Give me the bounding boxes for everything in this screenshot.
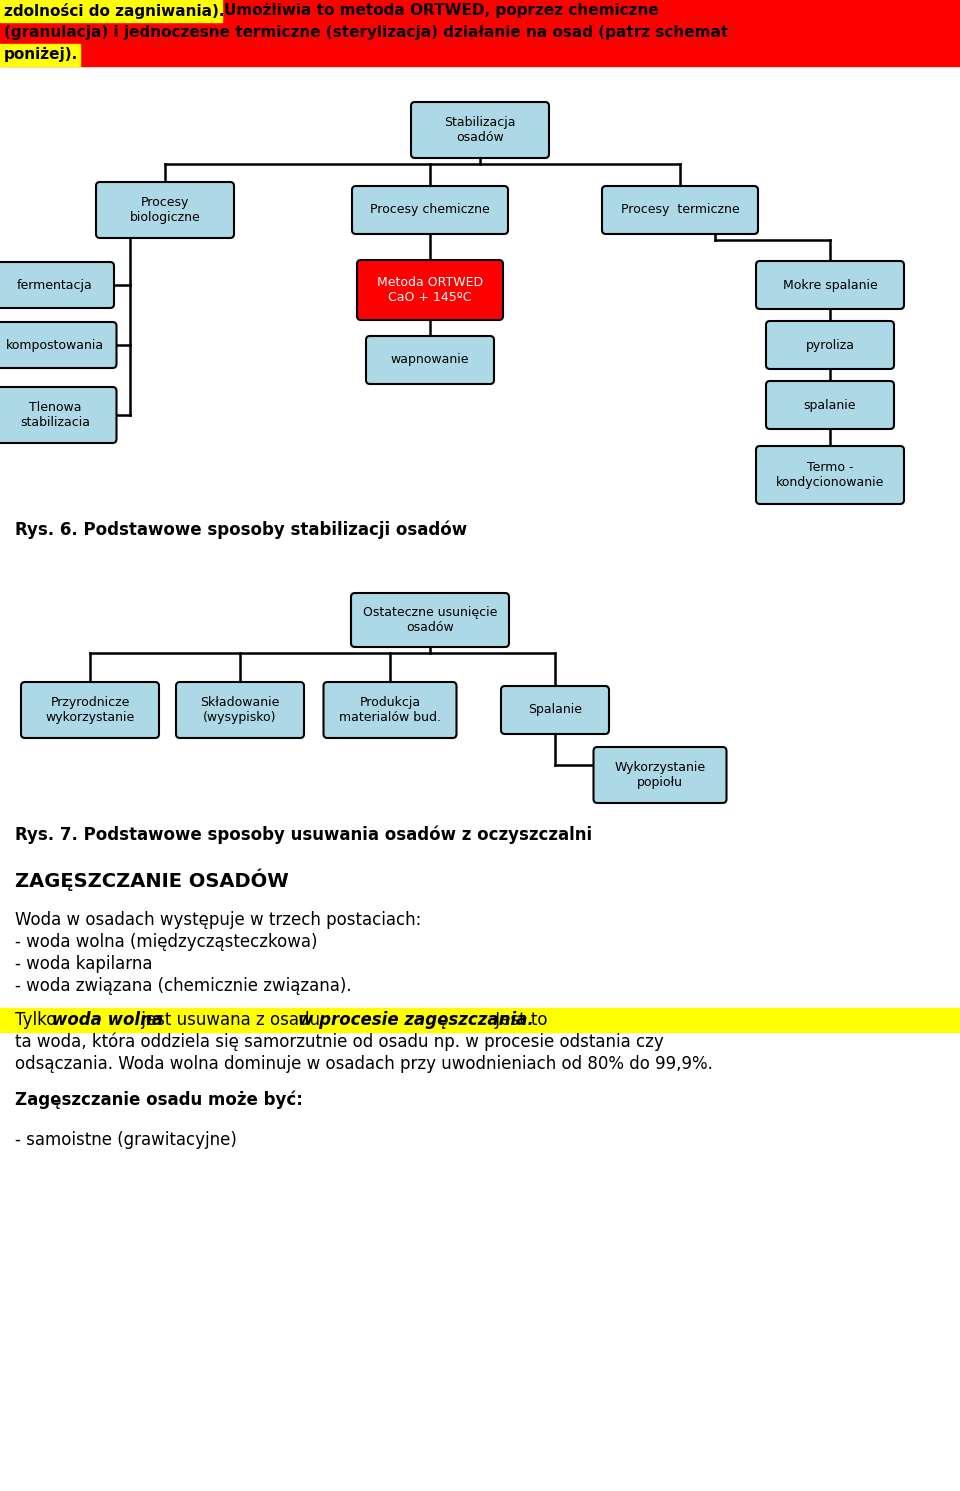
FancyBboxPatch shape [501,686,609,734]
Text: ZAGĘSZCZANIE OSADÓW: ZAGĘSZCZANIE OSADÓW [15,869,289,892]
Text: pyroliza: pyroliza [805,338,854,352]
Text: Procesy
biologiczne: Procesy biologiczne [130,195,201,224]
Text: w procesie zagęszczania.: w procesie zagęszczania. [298,1011,534,1029]
FancyBboxPatch shape [766,321,894,368]
FancyBboxPatch shape [324,681,457,738]
Text: wapnowanie: wapnowanie [391,353,469,367]
FancyBboxPatch shape [96,182,234,239]
Text: - samoistne (grawitacyjne): - samoistne (grawitacyjne) [15,1132,237,1150]
FancyBboxPatch shape [602,186,758,234]
Text: Jest to: Jest to [490,1011,547,1029]
Bar [0,0,960,66]
Text: zdolności do zagniwania).: zdolności do zagniwania). [4,3,229,19]
Text: Produkcja
materialów bud.: Produkcja materialów bud. [339,696,441,725]
Text: Przyrodnicze
wykorzystanie: Przyrodnicze wykorzystanie [45,696,134,725]
Text: odsączania. Woda wolna dominuje w osadach przy uwodnieniach od 80% do 99,9%.: odsączania. Woda wolna dominuje w osadac… [15,1056,713,1074]
Text: Termo -
kondycionowanie: Termo - kondycionowanie [776,461,884,489]
Text: Procesy chemiczne: Procesy chemiczne [371,203,490,216]
Text: - woda związana (chemicznie związana).: - woda związana (chemicznie związana). [15,977,351,994]
Text: Mokre spalanie: Mokre spalanie [782,279,877,292]
Bar [0,1008,960,1032]
Text: poniżej).: poniżej). [4,48,79,63]
Text: Stabilizacja
osadów: Stabilizacja osadów [444,116,516,145]
FancyBboxPatch shape [21,681,159,738]
Text: - woda wolna (międzycząsteczkowa): - woda wolna (międzycząsteczkowa) [15,933,318,951]
Text: Umożliwia to metoda ORTWED, poprzez chemiczne: Umożliwia to metoda ORTWED, poprzez chem… [224,3,659,18]
Text: Spalanie: Spalanie [528,704,582,717]
FancyBboxPatch shape [756,446,904,504]
Text: Wykorzystanie
popiołu: Wykorzystanie popiołu [614,760,706,789]
Text: jest usuwana z osadu: jest usuwana z osadu [136,1011,325,1029]
FancyBboxPatch shape [766,382,894,429]
Text: Procesy  termiczne: Procesy termiczne [621,203,739,216]
Text: (granulacja) i jednoczesne termiczne (sterylizacja) działanie na osad (patrz sch: (granulacja) i jednoczesne termiczne (st… [4,25,729,40]
FancyBboxPatch shape [176,681,304,738]
Text: fermentacja: fermentacja [17,279,93,292]
FancyBboxPatch shape [366,335,494,385]
Text: Metoda ORTWED
CaO + 145ºC: Metoda ORTWED CaO + 145ºC [377,276,483,304]
Text: spalanie: spalanie [804,398,856,412]
Text: - woda kapilarna: - woda kapilarna [15,956,153,974]
FancyBboxPatch shape [351,593,509,647]
Text: Ostateczne usunięcie
osadów: Ostateczne usunięcie osadów [363,605,497,634]
Text: ta woda, która oddziela się samorzutnie od osadu np. w procesie odstania czy: ta woda, która oddziela się samorzutnie … [15,1033,663,1051]
FancyBboxPatch shape [593,747,727,804]
FancyBboxPatch shape [0,388,116,443]
FancyBboxPatch shape [352,186,508,234]
Text: kompostowania: kompostowania [6,338,104,352]
Text: woda wolna: woda wolna [52,1011,163,1029]
Bar [0,45,80,66]
Text: Składowanie
(wysypisko): Składowanie (wysypisko) [201,696,279,725]
Text: Tlenowa
stabilizacia: Tlenowa stabilizacia [20,401,90,429]
Text: Woda w osadach występuje w trzech postaciach:: Woda w osadach występuje w trzech postac… [15,911,421,929]
FancyBboxPatch shape [0,262,114,309]
Text: Tylko: Tylko [15,1011,61,1029]
Text: Rys. 6. Podstawowe sposoby stabilizacji osadów: Rys. 6. Podstawowe sposoby stabilizacji … [15,520,468,540]
FancyBboxPatch shape [357,259,503,321]
Text: Zagęszczanie osadu może być:: Zagęszczanie osadu może być: [15,1091,302,1109]
FancyBboxPatch shape [756,261,904,309]
Bar [0,0,222,22]
FancyBboxPatch shape [411,101,549,158]
Text: Rys. 7. Podstawowe sposoby usuwania osadów z oczyszczalni: Rys. 7. Podstawowe sposoby usuwania osad… [15,826,592,844]
FancyBboxPatch shape [0,322,116,368]
